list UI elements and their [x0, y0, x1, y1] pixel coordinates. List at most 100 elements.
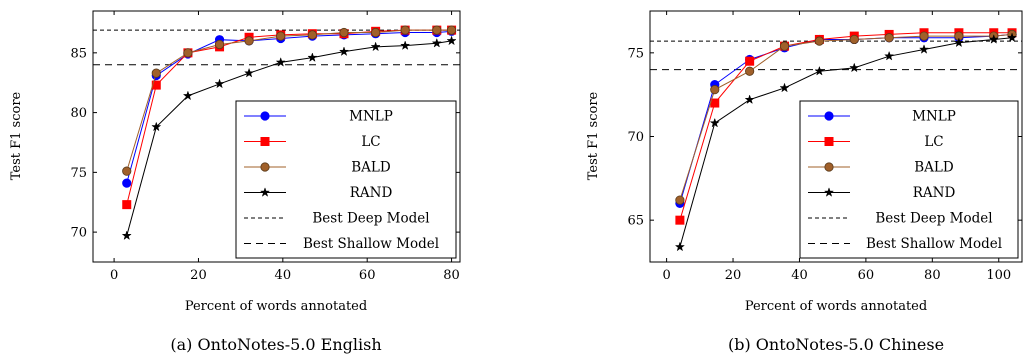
legend-label: Best Deep Model	[312, 211, 429, 227]
data-point-bald	[432, 25, 442, 35]
data-point-rand	[674, 241, 686, 252]
data-point-rand	[709, 117, 720, 128]
x-tick-label: 60	[359, 268, 376, 283]
data-point-rand	[431, 37, 442, 48]
legend-items: MNLP LC BALD RAND Best Deep Model Best Shallo…	[808, 109, 1002, 252]
data-point-rand	[182, 90, 194, 101]
legend-box	[799, 100, 1019, 259]
series-rand	[674, 32, 1018, 252]
legend-label: BALD	[351, 160, 391, 176]
data-point-rand	[121, 230, 132, 241]
reference-lines	[93, 29, 460, 66]
data-point-rand	[814, 65, 825, 76]
data-point-bald	[307, 30, 317, 40]
legend-item-bald: BALD	[244, 160, 391, 176]
data-point-bald	[884, 33, 894, 43]
panel-english: 0 20 40 60 80 70 75 80 85 Percent of words anno…	[9, 10, 461, 354]
legend-label: RAND	[913, 185, 956, 201]
data-point-bald	[339, 27, 349, 38]
x-tick-label: 100	[986, 268, 1011, 283]
data-point-rand	[744, 94, 755, 105]
y-axis-label: Test F1 score	[586, 91, 601, 180]
y-axis-label: Test F1 score	[9, 91, 24, 180]
data-point-rand	[214, 78, 225, 89]
legend-label: LC	[361, 134, 380, 150]
series-line-rand	[126, 40, 452, 236]
legend-label: Best Deep Model	[875, 211, 992, 227]
data-point-rand	[243, 67, 255, 78]
legend-label: MNLP	[912, 109, 956, 125]
y-tick-label: 65	[627, 214, 644, 229]
y-ticks: 70 75 80 85	[70, 46, 460, 241]
y-tick-label: 70	[627, 130, 644, 145]
x-tick-label: 40	[275, 268, 292, 283]
caption-b: (b) OntoNotes-5.0 Chinese	[728, 335, 944, 354]
data-point-rand	[446, 35, 457, 46]
legend-item-lc: LC	[808, 134, 944, 150]
data-point-rand	[275, 57, 286, 67]
legend: MNLP LC BALD RAND Best Deep Model Best Shallo…	[799, 100, 1019, 259]
y-ticks: 65 70 75	[627, 46, 1022, 229]
x-tick-label: 80	[443, 268, 460, 283]
legend-swatch-marker	[824, 137, 834, 146]
data-point-lc	[745, 56, 755, 66]
legend-item-best-deep-model: Best Deep Model	[244, 211, 430, 227]
data-point-rand	[338, 46, 350, 56]
y-tick-label: 85	[70, 46, 87, 61]
legend-swatch-marker	[824, 162, 834, 172]
x-tick-label: 20	[725, 268, 742, 283]
data-point-bald	[814, 36, 824, 46]
data-point-lc	[122, 200, 132, 210]
data-point-bald	[151, 68, 161, 78]
data-point-rand	[849, 62, 860, 73]
legend-label: Best Shallow Model	[303, 236, 439, 252]
series-rand	[121, 35, 457, 241]
legend-label: RAND	[350, 185, 393, 201]
legend-swatch-marker	[260, 137, 270, 146]
series-bald	[122, 25, 457, 176]
data-point-bald	[122, 166, 132, 176]
legend-swatch-marker	[824, 111, 834, 121]
legend-item-lc: LC	[244, 134, 381, 150]
legend-swatch-marker	[260, 162, 270, 172]
data-point-bald	[214, 39, 225, 50]
legend-item-mnlp: MNLP	[244, 109, 393, 125]
legend-items: MNLP LC BALD RAND Best Deep Model Best Shallo…	[244, 109, 439, 252]
legend-item-best-shallow-model: Best Shallow Model	[244, 236, 439, 252]
data-point-rand	[151, 121, 162, 132]
x-tick-label: 0	[662, 268, 670, 283]
x-tick-label: 80	[924, 268, 941, 283]
data-point-bald	[446, 25, 457, 35]
data-point-bald	[244, 36, 254, 46]
caption-a: (a) OntoNotes-5.0 English	[170, 335, 381, 354]
data-point-bald	[849, 34, 859, 45]
data-point-rand	[779, 82, 790, 93]
data-point-bald	[710, 85, 720, 95]
series-group	[674, 28, 1018, 252]
x-tick-label: 60	[858, 268, 875, 283]
x-ticks: 0 20 40 60 80 100	[662, 11, 1011, 283]
data-point-bald	[276, 31, 286, 41]
legend-box	[235, 100, 457, 259]
x-ticks: 0 20 40 60 80	[110, 11, 460, 283]
plot-frame	[92, 10, 461, 263]
legend-swatch-marker	[260, 111, 270, 121]
data-point-mnlp	[122, 178, 132, 188]
x-axis-label: Percent of words annotated	[185, 299, 367, 314]
legend-swatch-marker	[823, 187, 835, 197]
data-point-lc	[675, 215, 685, 225]
data-point-bald	[400, 25, 410, 35]
data-point-rand	[400, 40, 411, 51]
y-tick-label: 70	[70, 226, 87, 241]
reference-lines	[650, 40, 1022, 71]
series-line-bald	[126, 29, 452, 172]
data-point-bald	[779, 41, 790, 51]
data-point-rand	[918, 44, 930, 54]
legend-item-bald: BALD	[808, 160, 954, 176]
legend-label: LC	[924, 134, 943, 150]
data-point-bald	[183, 48, 193, 58]
data-point-bald	[919, 31, 929, 41]
legend: MNLP LC BALD RAND Best Deep Model Best Shallo…	[235, 100, 457, 259]
data-point-rand	[307, 52, 318, 62]
y-tick-label: 80	[70, 106, 87, 121]
